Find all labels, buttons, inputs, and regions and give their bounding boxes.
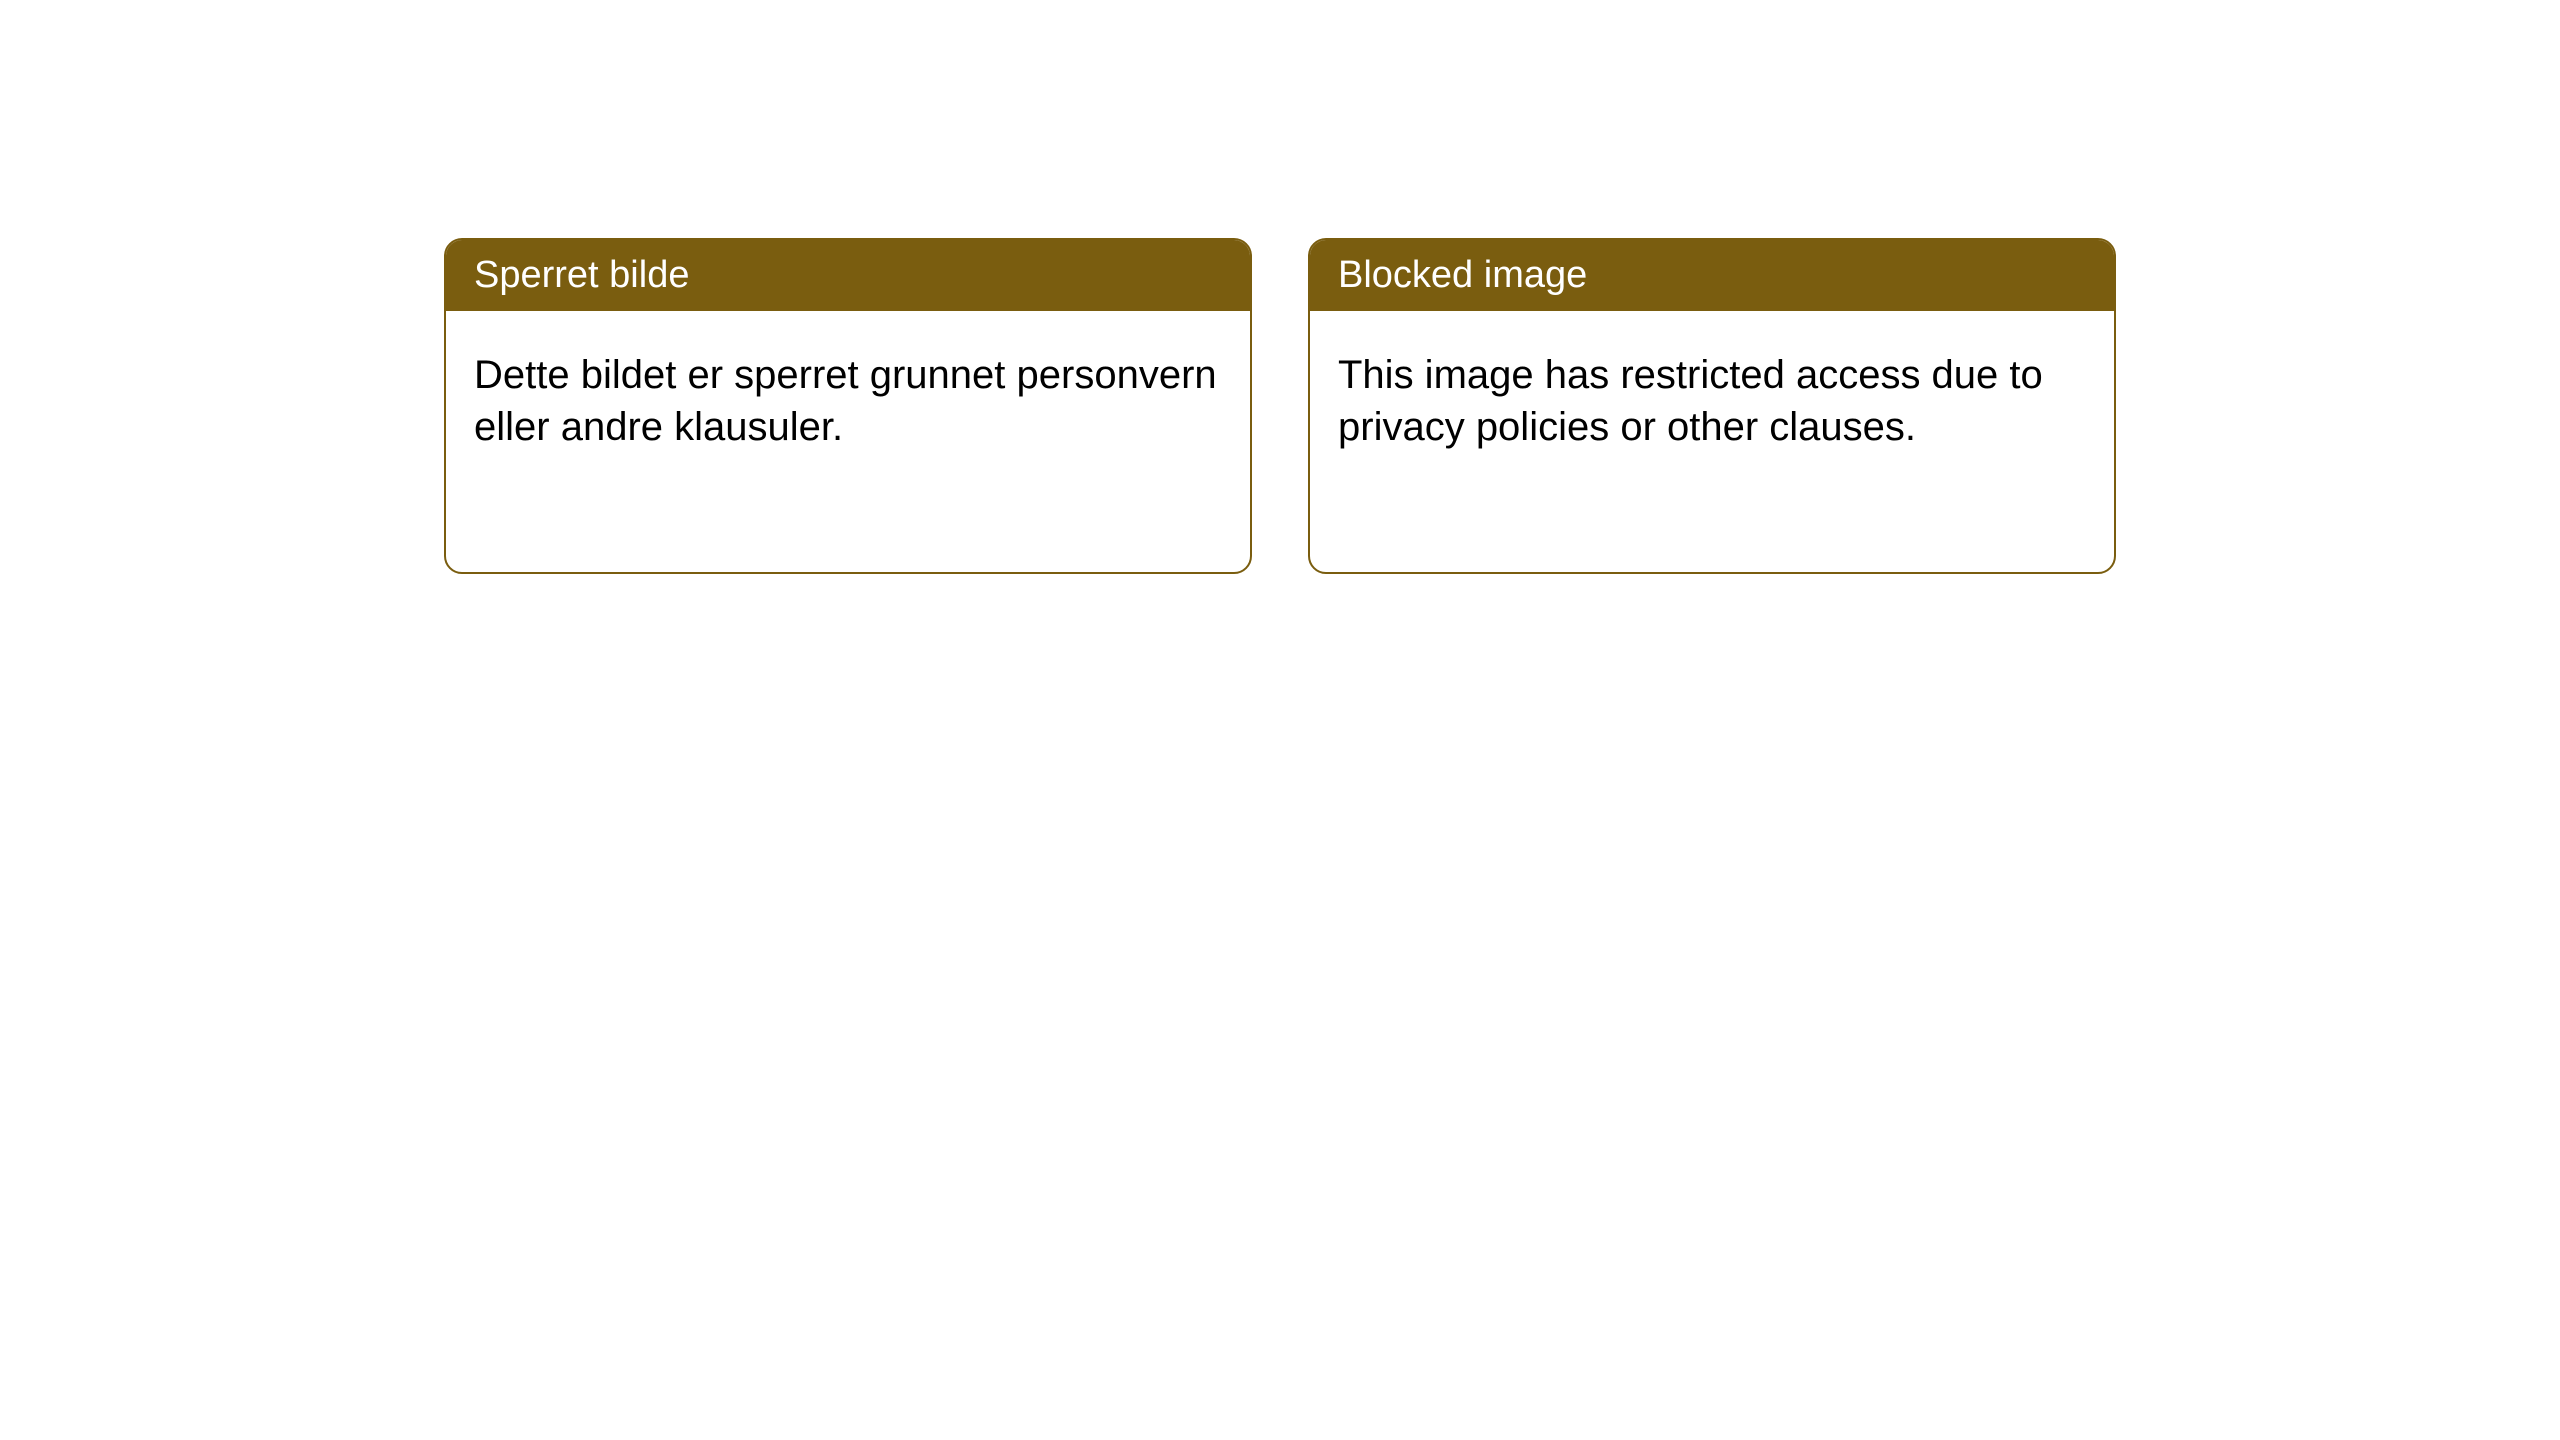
blocked-image-card-norwegian: Sperret bilde Dette bildet er sperret gr…: [444, 238, 1252, 574]
card-title: Sperret bilde: [474, 254, 689, 296]
card-title: Blocked image: [1338, 254, 1587, 296]
card-body: Dette bildet er sperret grunnet personve…: [446, 311, 1250, 492]
card-body-text: This image has restricted access due to …: [1338, 353, 2043, 449]
cards-container: Sperret bilde Dette bildet er sperret gr…: [444, 238, 2116, 574]
card-body: This image has restricted access due to …: [1310, 311, 2114, 492]
blocked-image-card-english: Blocked image This image has restricted …: [1308, 238, 2116, 574]
card-header: Sperret bilde: [446, 240, 1250, 311]
card-body-text: Dette bildet er sperret grunnet personve…: [474, 353, 1217, 449]
card-header: Blocked image: [1310, 240, 2114, 311]
